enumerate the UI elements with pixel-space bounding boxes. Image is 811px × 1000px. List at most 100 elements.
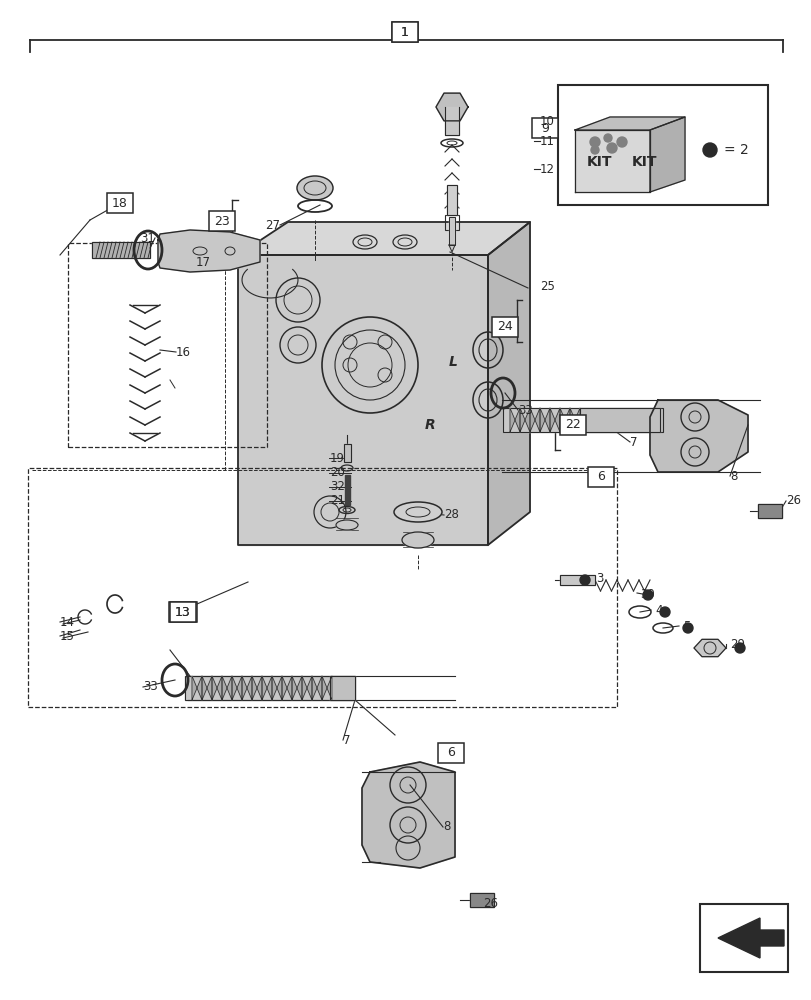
- Bar: [757, 504, 781, 518]
- Ellipse shape: [393, 502, 441, 522]
- Polygon shape: [569, 408, 579, 432]
- Text: 6: 6: [447, 746, 454, 760]
- Polygon shape: [487, 222, 530, 545]
- Bar: [92, 242, 150, 258]
- Text: 23: 23: [214, 215, 230, 228]
- Polygon shape: [574, 117, 684, 130]
- Text: 4: 4: [654, 603, 662, 616]
- Polygon shape: [436, 93, 467, 121]
- Polygon shape: [232, 676, 242, 700]
- Text: KIT: KIT: [586, 155, 612, 169]
- Polygon shape: [448, 245, 454, 252]
- Polygon shape: [191, 676, 202, 700]
- Bar: [437, 743, 463, 763]
- Bar: [531, 118, 557, 138]
- Circle shape: [682, 623, 692, 633]
- Text: 3: 3: [595, 572, 603, 584]
- Text: 15: 15: [60, 630, 75, 642]
- Text: R: R: [424, 418, 435, 432]
- Circle shape: [642, 590, 652, 600]
- Polygon shape: [238, 222, 530, 255]
- Bar: [448, 217, 454, 245]
- Bar: [579, 408, 659, 432]
- Bar: [169, 602, 195, 622]
- Circle shape: [607, 143, 616, 153]
- Polygon shape: [693, 639, 725, 657]
- Text: KIT: KIT: [632, 155, 657, 169]
- Text: 20: 20: [329, 466, 345, 480]
- Bar: [344, 444, 350, 462]
- Bar: [444, 107, 458, 135]
- Bar: [344, 444, 350, 462]
- Bar: [446, 185, 457, 215]
- Circle shape: [579, 575, 590, 585]
- Polygon shape: [509, 408, 519, 432]
- Text: 5: 5: [682, 620, 689, 634]
- Bar: [345, 475, 350, 505]
- Bar: [502, 408, 663, 432]
- Bar: [757, 504, 781, 518]
- Text: 13: 13: [175, 605, 191, 618]
- Bar: [392, 22, 418, 42]
- Text: 24: 24: [496, 320, 513, 334]
- Polygon shape: [302, 676, 311, 700]
- Polygon shape: [281, 676, 292, 700]
- Polygon shape: [519, 408, 530, 432]
- Text: 17: 17: [195, 255, 211, 268]
- Text: 6: 6: [596, 471, 604, 484]
- Polygon shape: [362, 762, 454, 868]
- Text: 25: 25: [539, 279, 554, 292]
- Bar: [448, 217, 454, 245]
- Polygon shape: [202, 676, 212, 700]
- Polygon shape: [322, 676, 332, 700]
- Bar: [560, 415, 586, 435]
- Polygon shape: [212, 676, 221, 700]
- Circle shape: [603, 134, 611, 142]
- Bar: [502, 408, 663, 432]
- Polygon shape: [292, 676, 302, 700]
- Polygon shape: [221, 676, 232, 700]
- Polygon shape: [251, 676, 262, 700]
- Bar: [446, 185, 457, 215]
- Text: L: L: [448, 355, 457, 369]
- Text: 12: 12: [539, 163, 554, 176]
- Bar: [699, 904, 787, 972]
- Polygon shape: [311, 676, 322, 700]
- Bar: [92, 242, 150, 258]
- Text: 27: 27: [264, 219, 280, 232]
- Bar: [329, 676, 354, 700]
- Bar: [560, 575, 594, 585]
- Bar: [329, 676, 354, 700]
- Bar: [444, 215, 458, 230]
- Text: 10: 10: [539, 115, 554, 128]
- Polygon shape: [649, 400, 747, 472]
- Text: 1: 1: [401, 26, 409, 39]
- Circle shape: [734, 643, 744, 653]
- Polygon shape: [262, 676, 272, 700]
- Polygon shape: [158, 230, 260, 272]
- Bar: [491, 317, 517, 337]
- Bar: [169, 602, 197, 622]
- Bar: [560, 575, 594, 585]
- Circle shape: [590, 137, 599, 147]
- Text: 21: 21: [329, 494, 345, 508]
- Text: 13: 13: [175, 605, 191, 618]
- Text: 8: 8: [443, 820, 450, 833]
- Text: 30: 30: [639, 587, 654, 600]
- Polygon shape: [272, 676, 281, 700]
- Text: 7: 7: [629, 436, 637, 448]
- Circle shape: [702, 143, 716, 157]
- Text: 1: 1: [401, 26, 409, 39]
- Bar: [185, 676, 354, 700]
- Bar: [557, 85, 767, 205]
- Polygon shape: [242, 676, 251, 700]
- Bar: [470, 893, 493, 907]
- Bar: [107, 193, 133, 213]
- Text: 14: 14: [60, 615, 75, 628]
- Text: 16: 16: [176, 346, 191, 359]
- Polygon shape: [530, 408, 539, 432]
- Text: 31: 31: [140, 232, 155, 244]
- Text: = 2: = 2: [723, 143, 748, 157]
- Text: 32: 32: [329, 481, 345, 493]
- Text: 26: 26: [785, 494, 800, 508]
